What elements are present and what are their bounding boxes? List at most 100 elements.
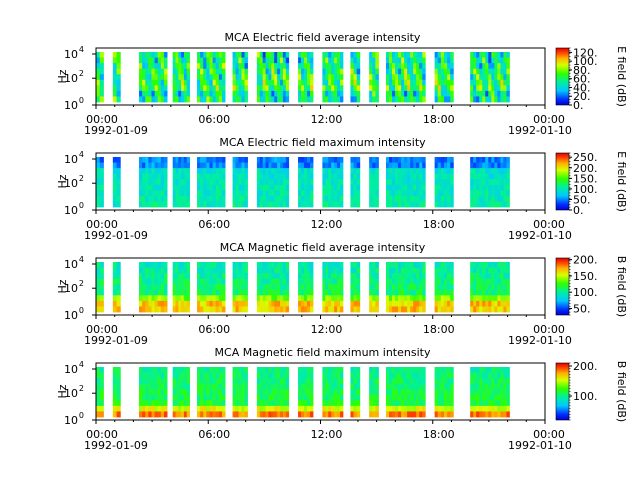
heatmap-cell <box>482 96 486 103</box>
heatmap-cell <box>437 96 442 103</box>
heatmap-cell <box>310 173 314 180</box>
heatmap-cell <box>197 306 201 313</box>
heatmap-cell <box>389 57 393 64</box>
heatmap-cell <box>232 162 236 169</box>
heatmap-cell <box>259 389 264 396</box>
heatmap-cell <box>116 201 121 208</box>
heatmap-cell <box>416 367 420 373</box>
heatmap-cell <box>328 405 332 412</box>
x-tick-label: 00:00 <box>533 428 565 441</box>
heatmap-cell <box>206 405 210 412</box>
heatmap-cell <box>485 383 489 390</box>
heatmap-cell <box>398 90 402 97</box>
heatmap-cell <box>392 306 396 313</box>
heatmap-cell <box>209 306 214 313</box>
heatmap-cell <box>503 389 507 396</box>
heatmap-cell <box>404 262 408 268</box>
heatmap-cell <box>392 278 396 285</box>
heatmap-cell <box>301 190 305 197</box>
heatmap-cell <box>398 85 402 92</box>
heatmap-cell <box>410 400 414 407</box>
heatmap-cell <box>172 378 176 385</box>
heatmap-cell <box>304 306 308 313</box>
heatmap-cell <box>197 179 201 186</box>
heatmap-cell <box>277 63 281 70</box>
heatmap-cell <box>256 372 261 379</box>
heatmap-cell <box>112 85 117 92</box>
heatmap-cell <box>443 278 448 285</box>
heatmap-cell <box>392 173 396 180</box>
heatmap-cell <box>154 85 159 92</box>
heatmap-cell <box>450 201 454 208</box>
heatmap-cell <box>145 79 149 86</box>
heatmap-cell <box>145 179 149 186</box>
heatmap-cell <box>310 405 314 412</box>
heatmap-cell <box>389 52 393 58</box>
heatmap-segment <box>96 262 104 313</box>
heatmap-cell <box>337 267 341 274</box>
heatmap-cell <box>413 190 417 197</box>
heatmap-cell <box>209 400 214 407</box>
heatmap-cell <box>434 195 439 202</box>
heatmap-cell <box>280 96 284 103</box>
heatmap-cell <box>148 389 152 396</box>
heatmap-cell <box>506 85 510 92</box>
heatmap-cell <box>307 190 311 197</box>
heatmap-cell <box>494 295 498 302</box>
heatmap-cell <box>160 295 165 302</box>
heatmap-cell <box>440 389 445 396</box>
heatmap-cell <box>112 179 117 186</box>
heatmap-cell <box>328 383 332 390</box>
heatmap-cell <box>99 52 104 58</box>
heatmap-cell <box>334 173 338 180</box>
y-tick-exponent: 4 <box>79 255 84 264</box>
heatmap-cell <box>151 96 156 103</box>
heatmap-cell <box>151 400 156 407</box>
heatmap-segment <box>139 157 168 208</box>
heatmap-cell <box>389 289 393 296</box>
heatmap-cell <box>506 190 510 197</box>
heatmap-cell <box>401 273 405 280</box>
heatmap-cell <box>274 179 278 186</box>
heatmap-cell <box>482 85 486 92</box>
chart-title: MCA Electric field average intensity <box>225 31 421 44</box>
heatmap-cell <box>262 372 266 379</box>
heatmap-cell <box>298 295 302 302</box>
heatmap-cell <box>232 184 236 191</box>
heatmap-cell <box>389 278 393 285</box>
heatmap-cell <box>500 262 504 268</box>
heatmap-cell <box>218 195 223 202</box>
heatmap-cell <box>404 85 408 92</box>
heatmap-cell <box>497 405 501 412</box>
heatmap-cell <box>331 79 335 86</box>
heatmap-cell <box>268 289 272 296</box>
heatmap-cell <box>206 372 210 379</box>
heatmap-cell <box>163 85 168 92</box>
heatmap-cell <box>350 306 354 313</box>
heatmap-cell <box>280 195 284 202</box>
heatmap-cell <box>473 405 477 412</box>
heatmap-cell <box>443 96 448 103</box>
heatmap-cell <box>116 405 121 412</box>
heatmap-cell <box>401 85 405 92</box>
heatmap-cell <box>280 157 284 163</box>
heatmap-cell <box>392 267 396 274</box>
heatmap-cell <box>437 168 442 175</box>
heatmap-cell <box>183 195 188 202</box>
heatmap-cell <box>447 96 451 103</box>
heatmap-cell <box>497 400 501 407</box>
heatmap-cell <box>160 52 165 58</box>
heatmap-cell <box>244 273 248 280</box>
heatmap-cell <box>271 96 275 103</box>
heatmap-cell <box>301 378 305 385</box>
heatmap-cell <box>282 195 287 202</box>
heatmap-cell <box>337 273 341 280</box>
heatmap-cell <box>506 173 510 180</box>
heatmap-cell <box>340 289 344 296</box>
heatmap-cell <box>434 74 439 81</box>
heatmap-cell <box>450 190 454 197</box>
heatmap-cell <box>200 306 204 313</box>
heatmap-cell <box>151 90 156 97</box>
heatmap-cell <box>186 195 190 202</box>
heatmap-cell <box>265 306 269 313</box>
